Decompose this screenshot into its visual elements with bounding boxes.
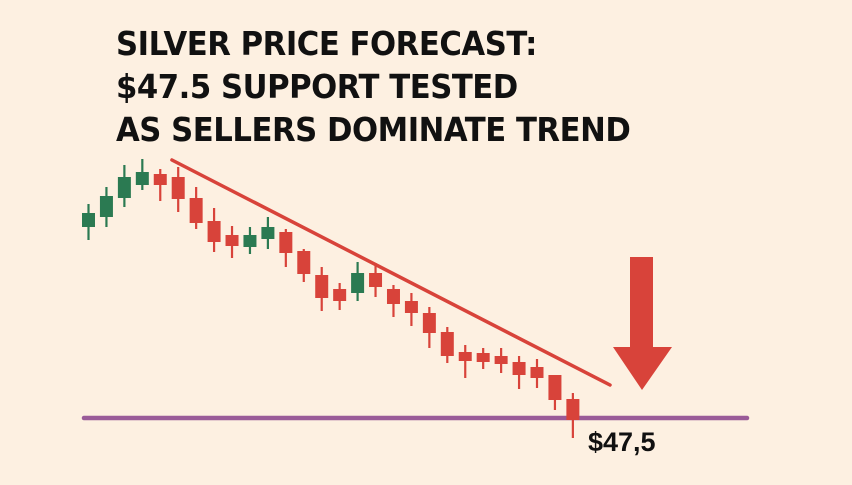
bearish-candle xyxy=(512,356,526,389)
candle-body xyxy=(261,227,275,239)
candle-body xyxy=(207,221,221,242)
headline-line-2: $47.5 SUPPORT TESTED xyxy=(116,67,518,106)
candle-body xyxy=(82,213,95,227)
candle-body xyxy=(333,289,347,301)
candle-body xyxy=(404,301,418,313)
bullish-candle xyxy=(135,159,149,190)
candle-body xyxy=(189,198,203,223)
headline-line-3: AS SELLERS DOMINATE TREND xyxy=(116,110,631,149)
candle-body xyxy=(386,289,400,304)
bearish-candle xyxy=(207,208,221,252)
headline: SILVER PRICE FORECAST: $47.5 SUPPORT TES… xyxy=(116,22,631,151)
candle-body xyxy=(225,235,239,246)
candle-body xyxy=(440,332,454,356)
down-arrow-icon xyxy=(613,257,672,390)
bearish-candle xyxy=(566,393,580,438)
bearish-candle xyxy=(153,169,167,201)
candle-body xyxy=(279,232,293,253)
support-price-label: $47,5 xyxy=(588,427,656,457)
bullish-candle xyxy=(117,165,131,207)
candle-body xyxy=(153,174,167,185)
candles-group xyxy=(82,159,580,438)
bearish-candle xyxy=(189,187,203,229)
bearish-candle xyxy=(171,167,185,212)
bearish-candle xyxy=(225,226,239,258)
bearish-candle xyxy=(440,327,454,363)
bearish-candle xyxy=(494,348,508,373)
candle-body xyxy=(243,235,257,247)
bearish-candle xyxy=(315,267,329,311)
candle-body xyxy=(512,362,526,375)
bearish-candle xyxy=(386,285,400,317)
bearish-candle xyxy=(369,263,383,297)
candle-body xyxy=(171,177,185,199)
bearish-candle xyxy=(279,229,293,267)
bearish-candle xyxy=(333,283,347,310)
bearish-candle xyxy=(297,249,311,282)
candle-body xyxy=(135,172,149,185)
bearish-candle xyxy=(548,375,562,410)
downtrend-line xyxy=(170,158,612,387)
bearish-candle xyxy=(422,307,436,348)
bearish-candle xyxy=(476,348,490,369)
candle-body xyxy=(530,367,544,378)
candle-body xyxy=(422,313,436,333)
candle-body xyxy=(566,399,580,420)
bearish-candle xyxy=(458,345,472,378)
candle-body xyxy=(351,273,365,293)
bullish-candle xyxy=(243,227,257,254)
candle-body xyxy=(117,177,131,198)
candle-body xyxy=(99,196,113,217)
candle-body xyxy=(369,273,383,287)
bullish-candle xyxy=(82,204,95,240)
candle-body xyxy=(494,356,508,364)
bearish-candle xyxy=(404,293,418,326)
candle-body xyxy=(458,352,472,361)
bullish-candle xyxy=(99,187,113,227)
candle-body xyxy=(315,275,329,298)
headline-line-1: SILVER PRICE FORECAST: xyxy=(116,24,537,63)
bullish-candle xyxy=(261,217,275,249)
candle-body xyxy=(548,375,562,400)
candle-body xyxy=(297,251,311,274)
candle-body xyxy=(476,353,490,362)
bearish-candle xyxy=(530,359,544,388)
bullish-candle xyxy=(351,262,365,301)
